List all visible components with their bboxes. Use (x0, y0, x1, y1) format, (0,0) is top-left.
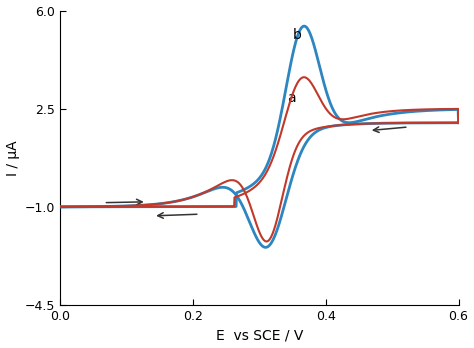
Text: b: b (292, 27, 301, 42)
Y-axis label: I / μA: I / μA (6, 140, 19, 176)
X-axis label: E  vs SCE / V: E vs SCE / V (216, 329, 303, 342)
Text: a: a (287, 91, 296, 105)
